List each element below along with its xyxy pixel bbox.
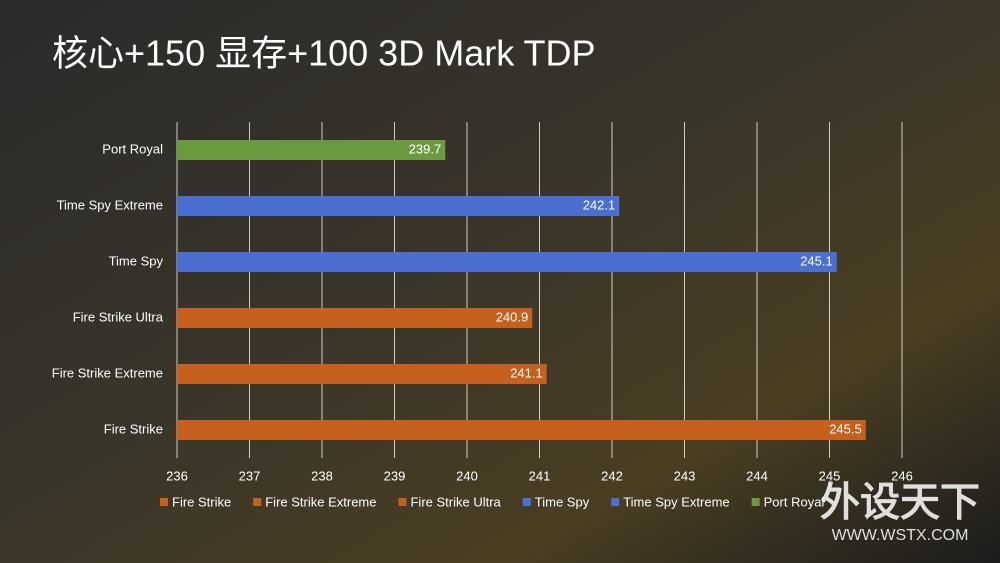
- watermark: 外设天下: [820, 481, 980, 525]
- value-label: 239.7: [409, 141, 442, 156]
- value-label: 245.1: [800, 253, 833, 268]
- bar: [177, 196, 620, 216]
- x-tick-label: 236: [166, 468, 188, 483]
- x-tick-label: 241: [529, 468, 551, 483]
- bar: [177, 252, 837, 272]
- x-tick-label: 239: [384, 468, 406, 483]
- chart-title: 核心+150 显存+100 3D Mark TDP: [52, 33, 596, 74]
- value-label: 242.1: [583, 197, 616, 212]
- legend-swatch: [522, 498, 531, 506]
- value-label: 240.9: [496, 309, 529, 324]
- x-tick-label: 245: [819, 468, 841, 483]
- x-tick-label: 238: [311, 468, 333, 483]
- legend-label: Fire Strike Ultra: [410, 494, 501, 509]
- legend-swatch: [160, 498, 168, 506]
- legend-swatch: [611, 498, 620, 506]
- value-label: 245.5: [829, 421, 862, 436]
- legend-swatch: [751, 498, 760, 506]
- bar: [177, 420, 866, 440]
- x-tick-label: 246: [891, 468, 913, 483]
- bar: [177, 308, 533, 328]
- bar: [177, 364, 547, 384]
- watermark-url: WWW.WSTX.COM: [832, 527, 969, 544]
- x-tick-label: 237: [239, 468, 261, 483]
- x-tick-label: 243: [674, 468, 696, 483]
- y-tick-label: Fire Strike: [104, 421, 163, 436]
- x-tick-label: 242: [601, 468, 623, 483]
- legend-label: Fire Strike Extreme: [265, 494, 376, 509]
- value-label: 241.1: [510, 365, 543, 380]
- y-tick-label: Port Royal: [102, 141, 163, 156]
- legend-label: Port Royal: [764, 494, 825, 509]
- legend-label: Time Spy: [535, 494, 590, 509]
- legend-swatch: [253, 498, 262, 506]
- x-tick-label: 240: [456, 468, 478, 483]
- legend-swatch: [398, 498, 407, 506]
- y-tick-label: Time Spy Extreme: [57, 197, 163, 212]
- y-tick-label: Fire Strike Extreme: [52, 365, 163, 380]
- x-tick-label: 244: [746, 468, 768, 483]
- legend-label: Fire Strike: [172, 494, 231, 509]
- y-tick-label: Time Spy: [109, 253, 164, 268]
- legend-label: Time Spy Extreme: [623, 494, 729, 509]
- y-tick-label: Fire Strike Ultra: [73, 309, 164, 324]
- bar: [177, 140, 446, 160]
